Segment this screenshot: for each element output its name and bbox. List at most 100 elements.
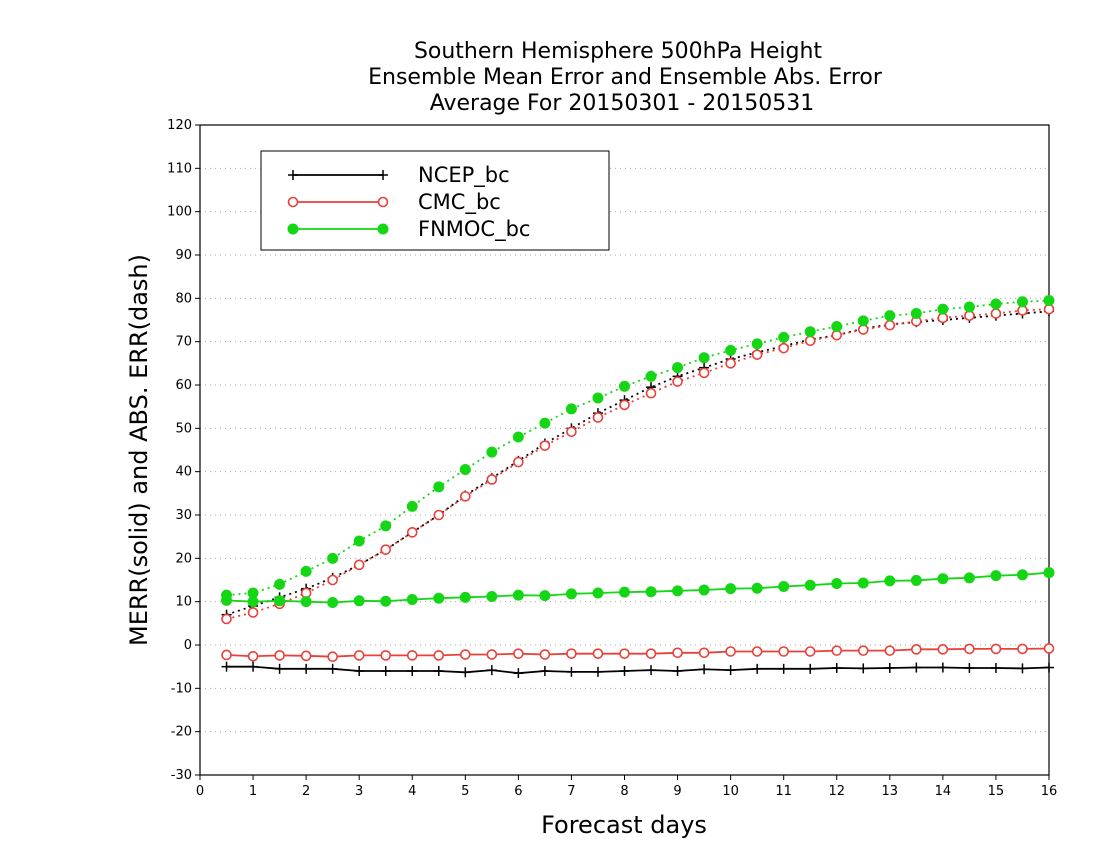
data-point-merr-cmc-bc (433, 650, 445, 661)
data-point-merr-ncep-bc (486, 665, 497, 676)
chart-title-line-1: Southern Hemisphere 500hPa Height (414, 39, 822, 64)
data-point-abs-err-cmc-bc (566, 426, 577, 438)
data-point-merr-cmc-bc (672, 647, 683, 659)
data-point-merr-cmc-bc (380, 650, 392, 661)
legend-label: FNMOC_bc (418, 217, 530, 242)
y-axis-label: MERR(solid) and ABS. ERR(dash) (125, 254, 153, 646)
data-point-merr-cmc-bc (645, 648, 657, 659)
data-point-merr-fnmoc-bc (910, 574, 922, 586)
data-point-merr-cmc-bc (274, 650, 285, 661)
series-line-abs-err-cmc-bc (226, 308, 1050, 620)
data-point-abs-err-fnmoc-bc (831, 321, 843, 332)
data-point-abs-err-fnmoc-bc (884, 310, 896, 322)
data-point-merr-ncep-bc (433, 666, 444, 676)
data-point-merr-ncep-bc (752, 663, 763, 674)
data-point-abs-err-fnmoc-bc (221, 589, 233, 601)
data-point-merr-cmc-bc (725, 646, 736, 657)
data-point-abs-err-cmc-bc (353, 559, 365, 571)
data-point-merr-cmc-bc (964, 643, 975, 655)
x-tick-label: 8 (620, 784, 628, 799)
data-point-abs-err-cmc-bc (884, 319, 896, 331)
data-point-merr-fnmoc-bc (300, 596, 312, 608)
data-point-merr-fnmoc-bc (539, 590, 551, 602)
x-tick-label: 11 (775, 784, 792, 799)
data-point-abs-err-cmc-bc (990, 308, 1002, 319)
data-point-merr-cmc-bc (911, 644, 922, 655)
data-point-merr-ncep-bc (274, 663, 285, 674)
data-point-abs-err-fnmoc-bc (592, 392, 604, 404)
data-point-merr-fnmoc-bc (619, 586, 630, 598)
data-point-abs-err-fnmoc-bc (619, 380, 630, 392)
legend-marker (287, 196, 299, 208)
data-point-abs-err-fnmoc-bc (910, 308, 922, 319)
data-point-abs-err-fnmoc-bc (380, 520, 392, 532)
data-point-abs-err-fnmoc-bc (990, 298, 1002, 310)
data-point-merr-ncep-bc (327, 663, 338, 674)
data-point-abs-err-fnmoc-bc (937, 303, 949, 315)
x-tick-label: 0 (196, 784, 204, 799)
data-point-abs-err-cmc-bc (539, 440, 551, 451)
data-point-merr-ncep-bc (990, 662, 1001, 673)
data-point-abs-err-fnmoc-bc (565, 403, 577, 415)
data-point-abs-err-fnmoc-bc (247, 587, 259, 599)
data-point-merr-cmc-bc (406, 650, 418, 661)
data-point-merr-ncep-bc (831, 662, 842, 673)
data-point-merr-ncep-bc (1044, 662, 1054, 673)
legend-marker (378, 170, 388, 180)
data-point-merr-ncep-bc (699, 664, 710, 675)
y-tick-label: 10 (175, 595, 192, 610)
x-tick-label: 1 (249, 784, 257, 799)
data-point-merr-fnmoc-bc (1043, 567, 1055, 579)
y-tick-label: -30 (171, 768, 192, 783)
x-tick-label: 14 (935, 784, 952, 799)
data-point-merr-cmc-bc (486, 649, 498, 660)
data-point-merr-cmc-bc (221, 649, 232, 661)
data-point-merr-cmc-bc (857, 645, 869, 656)
data-point-merr-fnmoc-bc (380, 595, 392, 607)
y-tick-label: 80 (175, 291, 192, 306)
data-point-merr-cmc-bc (698, 647, 710, 659)
data-point-merr-cmc-bc (513, 648, 524, 659)
x-tick-label: 6 (514, 784, 522, 799)
y-tick-label: 20 (175, 551, 192, 566)
data-point-merr-ncep-bc (937, 662, 948, 673)
y-tick-label: 110 (167, 161, 192, 176)
data-point-merr-ncep-bc (672, 666, 683, 676)
data-point-merr-ncep-bc (884, 662, 895, 673)
data-point-merr-fnmoc-bc (486, 590, 498, 602)
data-point-abs-err-cmc-bc (831, 329, 843, 341)
series-ncep-bc (221, 306, 1054, 679)
data-point-abs-err-cmc-bc (460, 491, 471, 502)
data-point-abs-err-cmc-bc (645, 387, 657, 399)
data-point-merr-ncep-bc (805, 663, 816, 674)
x-tick-label: 2 (302, 784, 310, 799)
chart-title-line-3: Average For 20150301 - 20150531 (430, 91, 815, 116)
y-tick-label: 100 (167, 205, 192, 220)
data-point-merr-cmc-bc (804, 646, 816, 657)
data-point-abs-err-cmc-bc (486, 474, 498, 485)
x-axis-label: Forecast days (541, 811, 707, 839)
legend-box (260, 150, 610, 251)
series-line-merr-ncep-bc (226, 665, 1050, 675)
data-point-merr-ncep-bc (354, 666, 365, 676)
data-point-merr-ncep-bc (460, 667, 471, 678)
y-tick-label: 120 (167, 118, 192, 133)
data-point-merr-ncep-bc (911, 662, 922, 673)
legend-marker (377, 196, 389, 208)
data-point-merr-fnmoc-bc (963, 572, 975, 584)
legend-label: NCEP_bc (418, 163, 510, 188)
x-tick-label: 12 (828, 784, 845, 799)
y-tick-label: 40 (175, 465, 192, 480)
data-point-merr-fnmoc-bc (645, 586, 657, 598)
y-tick-label: 60 (175, 378, 192, 393)
data-point-abs-err-fnmoc-bc (751, 338, 763, 350)
series-cmc-bc (221, 303, 1055, 663)
data-point-abs-err-cmc-bc (751, 349, 763, 360)
data-point-merr-cmc-bc (619, 648, 630, 659)
y-tick-label: 50 (175, 421, 192, 436)
data-point-merr-fnmoc-bc (937, 573, 949, 585)
series-line-abs-err-fnmoc-bc (226, 299, 1050, 597)
